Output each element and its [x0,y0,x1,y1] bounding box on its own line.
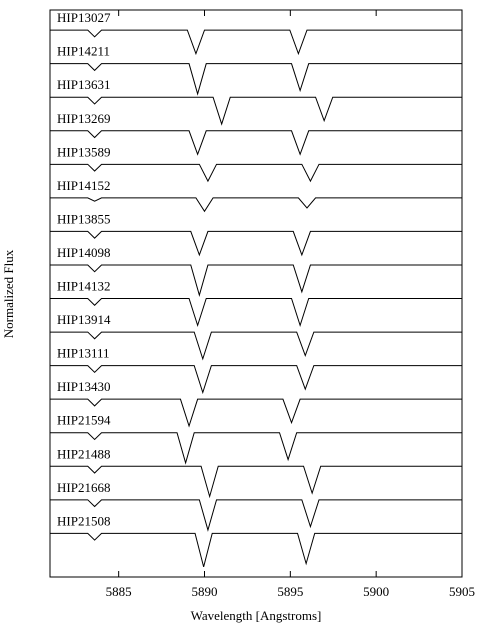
series-label: HIP13589 [57,144,110,159]
spectrum-line [50,230,462,257]
spectrum-line [50,197,462,213]
spectrum-line [50,398,462,428]
series-label: HIP13631 [57,77,110,92]
spectrum-line [50,63,462,96]
x-tick-label: 5895 [277,584,303,599]
spectrum-line [50,331,462,361]
series-label: HIP14098 [57,245,110,260]
series-label: HIP13430 [57,379,110,394]
x-tick-label: 5885 [106,584,132,599]
plot-frame [49,9,463,578]
spectrum-line [50,96,462,126]
series-label: HIP14152 [57,178,110,193]
spectrum-line [50,499,462,532]
series-label: HIP14132 [57,279,110,294]
x-tick-label: 5890 [192,584,218,599]
spectrum-line [50,365,462,395]
series-label: HIP13027 [57,10,111,25]
x-tick-label: 5900 [363,584,389,599]
x-axis-label: Wavelength [Angstroms] [191,608,322,623]
spectrum-line [50,29,462,56]
series-label: HIP21668 [57,480,110,495]
series-label: HIP21594 [57,413,111,428]
series-label: HIP21488 [57,446,110,461]
spectrum-line [50,532,462,568]
x-tick-label: 5905 [449,584,475,599]
series-label: HIP14211 [57,44,110,59]
series-label: HIP13269 [57,111,110,126]
spectrum-line [50,298,462,328]
spectrum-line [50,432,462,465]
series-label: HIP13855 [57,211,110,226]
series-label: HIP13914 [57,312,111,327]
series-label: HIP21508 [57,513,110,528]
spectrum-line [50,264,462,298]
spectrum-line [50,163,462,183]
series-label: HIP13111 [57,346,109,361]
spectrum-line [50,465,462,499]
spectrum-line [50,130,462,156]
y-axis-label: Normalized Flux [1,249,16,338]
